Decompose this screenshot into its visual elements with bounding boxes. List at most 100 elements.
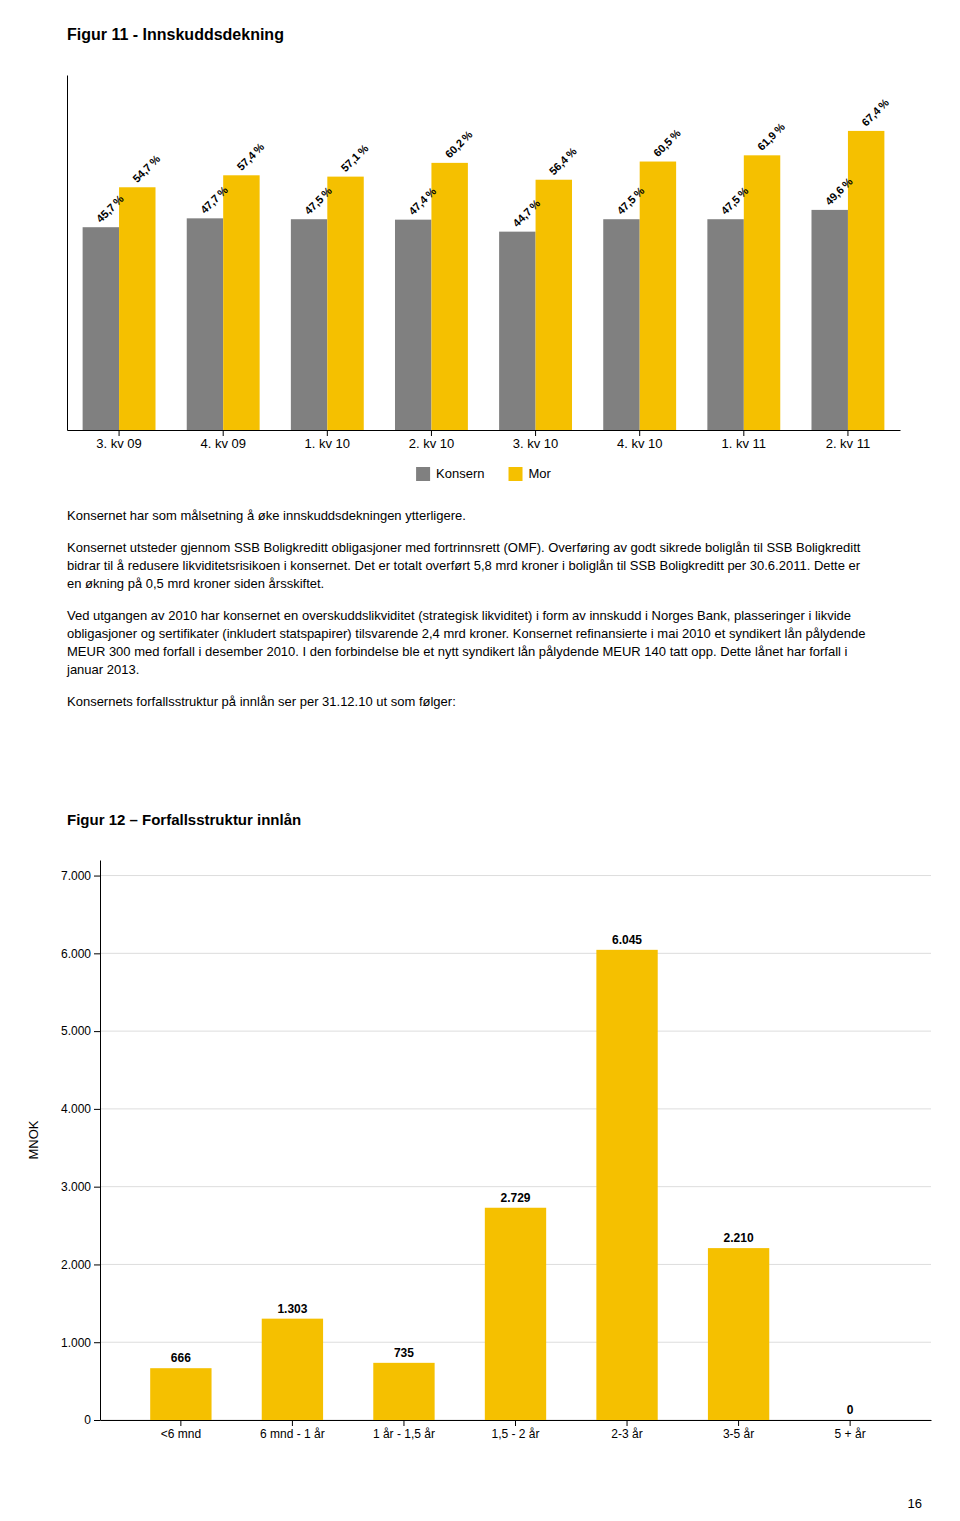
data-label: 2.729 <box>500 1191 530 1205</box>
bar <box>150 1368 211 1420</box>
x-tick-mark <box>292 1420 293 1426</box>
y-tick-mark <box>94 953 100 954</box>
x-tick: 3. kv 09 <box>96 430 142 451</box>
text-line: bidrar til å redusere likviditetsrisikoe… <box>67 558 861 573</box>
x-axis: 3. kv 09 4. kv 09 1. kv 10 2. kv 10 3. kv 10… <box>68 430 901 451</box>
x-tick: 4. kv 10 <box>617 430 663 451</box>
text-line: januar 2013. <box>66 662 139 677</box>
y-tick: 1.000 <box>61 1336 100 1350</box>
x-tick-label: 4. kv 09 <box>200 436 246 451</box>
y-tick-label: 6.000 <box>61 947 91 961</box>
x-tick: 2. kv 10 <box>409 430 455 451</box>
y-tick-label: 1.000 <box>61 1336 91 1350</box>
paragraph: Ved utgangen av 2010 har konsernet en ov… <box>66 608 865 677</box>
text-line: obligasjoner og sertifikater (inkludert … <box>67 626 865 641</box>
x-tick-label: 1,5 - 2 år <box>491 1427 539 1441</box>
x-tick-mark <box>515 1420 516 1426</box>
y-tick-mark <box>94 1031 100 1032</box>
page: Figur 11 - Innskuddsdekning 3. kv 09 4. kv… <box>0 0 960 1521</box>
bar <box>431 163 467 430</box>
bar <box>640 162 676 430</box>
data-label: 6.045 <box>612 933 642 947</box>
bar <box>603 219 639 430</box>
y-tick-mark <box>94 1342 100 1343</box>
x-tick-label: 3. kv 09 <box>96 436 142 451</box>
bar <box>499 232 535 430</box>
data-label: 60,5 % <box>651 127 683 159</box>
y-tick-label: 0 <box>84 1413 91 1427</box>
x-tick-mark <box>743 430 744 436</box>
x-tick-label: 3. kv 10 <box>513 436 559 451</box>
text-line: en økning på 0,5 mrd kroner siden årsski… <box>67 576 324 591</box>
text-line: Konsernets forfallsstruktur på innlån se… <box>67 694 456 709</box>
y-tick-label: 3.000 <box>61 1180 91 1194</box>
bar <box>327 177 363 430</box>
bar <box>811 210 847 430</box>
y-tick-mark <box>94 1264 100 1265</box>
x-tick: 6 mnd - 1 år <box>260 1420 325 1441</box>
y-tick-mark <box>94 876 100 877</box>
data-label: 47,5 % <box>302 184 334 216</box>
x-tick-label: 3-5 år <box>723 1427 754 1441</box>
x-tick-label: 1 år - 1,5 år <box>373 1427 435 1441</box>
x-axis-line <box>68 430 901 431</box>
bar <box>119 187 155 430</box>
x-tick-label: 2. kv 11 <box>826 436 871 451</box>
x-tick-label: 2-3 år <box>611 1427 642 1441</box>
page-number: 16 <box>908 1496 922 1511</box>
y-tick: 4.000 <box>61 1102 100 1116</box>
data-label: 57,4 % <box>234 140 266 172</box>
data-label: 60,2 % <box>443 128 475 160</box>
grid-line <box>100 1186 931 1187</box>
bars <box>83 131 885 430</box>
data-label: 56,4 % <box>547 145 579 177</box>
y-axis-line <box>100 861 101 1421</box>
y-tick-label: 7.000 <box>61 869 91 883</box>
y-tick-mark <box>94 1109 100 1110</box>
y-axis: 0 1.000 2.000 3.000 4.000 5.000 6.000 7.000 <box>61 861 101 1428</box>
bar <box>848 131 884 430</box>
data-label: 666 <box>171 1351 191 1365</box>
x-tick-label: 1. kv 10 <box>305 436 351 451</box>
y-tick: 7.000 <box>61 869 100 883</box>
data-label: 47,5 % <box>719 184 751 216</box>
y-tick-mark <box>94 1187 100 1188</box>
bar <box>485 1208 546 1420</box>
grid-line <box>100 1108 931 1109</box>
grid <box>100 876 931 1420</box>
text-line: Konsernet utsteder gjennom SSB Boligkred… <box>67 540 861 555</box>
data-label: 44,7 % <box>510 197 542 229</box>
x-tick-mark <box>223 430 224 436</box>
data-label: 47,5 % <box>614 184 646 216</box>
data-label: 735 <box>394 1346 414 1360</box>
data-labels: 45,7 %47,7 %47,5 %47,4 %44,7 %47,5 %47,5… <box>94 96 892 229</box>
x-tick-mark <box>431 430 432 436</box>
chart-title: Figur 11 - Innskuddsdekning <box>67 26 284 43</box>
bar <box>373 1363 434 1420</box>
x-tick-label: 1. kv 11 <box>722 436 767 451</box>
legend-label: Mor <box>529 466 552 481</box>
paragraph: Konsernet har som målsetning å øke innsk… <box>67 508 466 523</box>
x-tick: 1. kv 10 <box>305 430 351 451</box>
grid-line <box>100 875 931 876</box>
legend-item: Konsern <box>416 466 484 481</box>
x-tick-label: 6 mnd - 1 år <box>260 1427 325 1441</box>
x-tick: 1. kv 11 <box>722 430 767 451</box>
x-tick-mark <box>627 1420 628 1426</box>
y-tick-label: 5.000 <box>61 1024 91 1038</box>
bar <box>395 220 431 430</box>
grid-line <box>100 953 931 954</box>
x-tick-mark <box>119 430 120 436</box>
background <box>0 0 960 1521</box>
x-tick-label: <6 mnd <box>161 1427 201 1441</box>
bar <box>536 180 572 430</box>
bar <box>262 1319 323 1420</box>
data-label: 45,7 % <box>94 192 126 224</box>
text-line: Konsernet har som målsetning å øke innsk… <box>67 508 466 523</box>
x-tick: 5 + år <box>835 1420 866 1441</box>
y-tick-label: 2.000 <box>61 1258 91 1272</box>
x-tick: 1,5 - 2 år <box>491 1420 539 1441</box>
x-tick-mark <box>639 430 640 436</box>
x-tick-mark <box>403 1420 404 1426</box>
bar <box>707 219 743 430</box>
